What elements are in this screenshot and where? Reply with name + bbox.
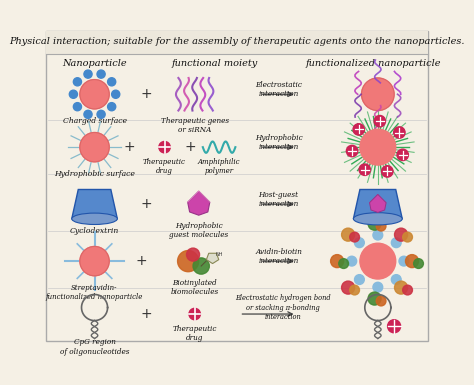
Text: Nanoparticle: Nanoparticle: [62, 59, 127, 68]
Text: Therapeutic genes
or siRNA: Therapeutic genes or siRNA: [161, 117, 229, 134]
Polygon shape: [354, 189, 402, 219]
Text: NH: NH: [215, 252, 223, 257]
Circle shape: [187, 248, 200, 261]
Circle shape: [382, 166, 393, 177]
Polygon shape: [370, 194, 386, 213]
Circle shape: [73, 103, 82, 111]
Circle shape: [368, 292, 381, 305]
Text: functional moiety: functional moiety: [172, 59, 258, 68]
Polygon shape: [206, 253, 219, 264]
Text: +: +: [124, 140, 136, 154]
Circle shape: [159, 141, 170, 153]
Circle shape: [342, 281, 355, 294]
Text: Hydrophobic surface: Hydrophobic surface: [54, 170, 135, 178]
Circle shape: [108, 103, 116, 111]
Circle shape: [193, 258, 210, 274]
Bar: [46, 31, 428, 54]
Circle shape: [373, 282, 383, 292]
Polygon shape: [188, 191, 210, 215]
Circle shape: [80, 246, 109, 276]
Text: Cyclodextrin: Cyclodextrin: [70, 227, 119, 235]
Circle shape: [360, 129, 396, 165]
Circle shape: [97, 110, 105, 119]
Text: Therapeutic
drug: Therapeutic drug: [143, 158, 186, 175]
Circle shape: [80, 132, 109, 162]
Circle shape: [376, 296, 386, 306]
Text: Electrostatic hydrogen bond
or stacking π-bonding
interaction: Electrostatic hydrogen bond or stacking …: [235, 294, 330, 321]
Circle shape: [355, 275, 365, 285]
Circle shape: [339, 259, 348, 268]
Text: Physical interaction; suitable for the assembly of therapeutic agents onto the n: Physical interaction; suitable for the a…: [9, 37, 465, 46]
Text: +: +: [140, 307, 152, 321]
Circle shape: [84, 110, 92, 119]
Circle shape: [342, 228, 355, 241]
Circle shape: [330, 254, 344, 268]
Text: Streptavidin-
functionalized nanoparticle: Streptavidin- functionalized nanoparticl…: [46, 284, 143, 301]
Circle shape: [97, 70, 105, 78]
Circle shape: [392, 275, 401, 285]
Circle shape: [353, 124, 365, 135]
Text: Biotinylated
biomolecules: Biotinylated biomolecules: [171, 279, 219, 296]
Circle shape: [399, 256, 409, 266]
Circle shape: [346, 145, 358, 157]
Circle shape: [347, 256, 356, 266]
Ellipse shape: [354, 213, 402, 225]
Circle shape: [374, 116, 385, 127]
Circle shape: [394, 127, 405, 138]
Circle shape: [350, 285, 359, 295]
Text: +: +: [140, 197, 152, 211]
Text: Avidin-biotin
interaction: Avidin-biotin interaction: [255, 248, 302, 265]
Circle shape: [373, 230, 383, 240]
Text: Charged surface: Charged surface: [63, 117, 127, 125]
Circle shape: [414, 259, 423, 268]
Circle shape: [189, 308, 201, 320]
Text: Hydrophobic
interaction: Hydrophobic interaction: [255, 134, 302, 151]
Text: +: +: [140, 87, 152, 101]
Text: +: +: [185, 140, 196, 154]
Circle shape: [350, 232, 359, 242]
Circle shape: [403, 232, 412, 242]
Circle shape: [84, 70, 92, 78]
Text: +: +: [136, 254, 147, 268]
Circle shape: [108, 78, 116, 86]
Circle shape: [376, 221, 386, 231]
Circle shape: [388, 320, 401, 333]
Circle shape: [394, 228, 408, 241]
Circle shape: [392, 238, 401, 248]
Circle shape: [178, 251, 199, 272]
Circle shape: [112, 90, 120, 98]
Text: Electrostatic
interaction: Electrostatic interaction: [255, 81, 302, 98]
Text: Amphiphilic
polymer: Amphiphilic polymer: [198, 158, 240, 175]
Circle shape: [80, 80, 109, 109]
Circle shape: [362, 78, 394, 110]
Circle shape: [69, 90, 77, 98]
Circle shape: [73, 78, 82, 86]
Circle shape: [397, 149, 409, 161]
Circle shape: [359, 164, 371, 176]
Circle shape: [403, 285, 412, 295]
Circle shape: [355, 238, 365, 248]
Text: Hydrophobic
guest molecules: Hydrophobic guest molecules: [169, 222, 228, 239]
Polygon shape: [72, 189, 118, 219]
Circle shape: [394, 281, 408, 294]
Text: Therapeutic
drug: Therapeutic drug: [173, 325, 217, 342]
Circle shape: [360, 243, 396, 279]
Ellipse shape: [72, 213, 118, 224]
Text: functionalized nanoparticle: functionalized nanoparticle: [306, 59, 441, 68]
Circle shape: [405, 254, 419, 268]
Circle shape: [368, 217, 381, 230]
Text: CpG region
of oligonucleotides: CpG region of oligonucleotides: [60, 338, 129, 356]
Text: Host-guest
interaction: Host-guest interaction: [258, 191, 299, 208]
